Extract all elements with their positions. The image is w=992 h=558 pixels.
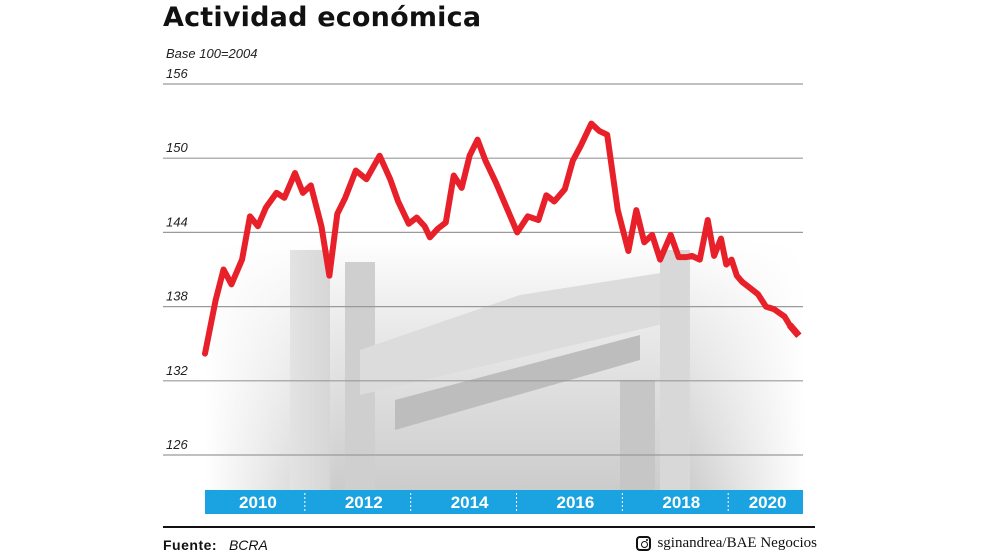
series-lines [202,120,804,357]
y-tick-label-138: 138 [166,289,188,304]
x-axis-band-bg [205,490,803,514]
x-tick-label-2020: 2020 [749,493,787,512]
source-label: Fuente: [163,537,218,553]
footer-source: Fuente: BCRA [163,537,268,553]
y-tick-label-126: 126 [166,437,188,452]
footer-divider [163,526,815,528]
footer-credit: sginandrea/BAE Negocios [636,535,817,552]
series-line-dashed [787,322,804,340]
y-tick-label-156: 156 [166,66,188,81]
x-tick-label-2018: 2018 [662,493,700,512]
x-tick-label-2014: 2014 [451,493,489,512]
chart-subtitle: Base 100=2004 [166,46,258,61]
instagram-icon [636,536,652,551]
y-tick-label-132: 132 [166,363,188,378]
source-name: BCRA [228,537,268,553]
series-line-solid [202,120,793,357]
x-tick-label-2010: 2010 [239,493,277,512]
chart-title: Actividad económica [163,2,482,33]
y-tick-label-150: 150 [166,140,188,155]
y-tick-labels: 126 132 138 144 150 156 [166,66,188,452]
y-tick-label-144: 144 [166,214,188,229]
credit-text: sginandrea/BAE Negocios [657,535,817,551]
x-axis-band: 2010 2012 2014 2016 2018 2020 [205,490,803,514]
background-photo [205,240,805,490]
x-tick-label-2012: 2012 [345,493,383,512]
x-tick-label-2016: 2016 [557,493,595,512]
